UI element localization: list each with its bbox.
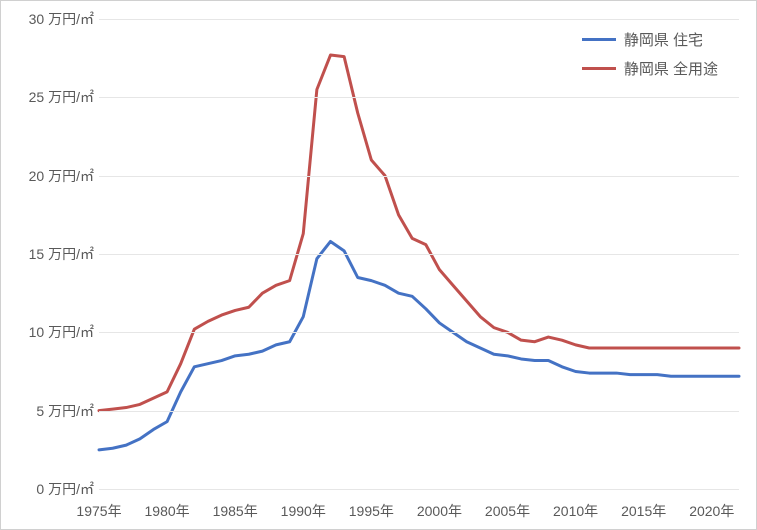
x-tick-label: 1995年 bbox=[349, 501, 394, 521]
x-tick-label: 1985年 bbox=[213, 501, 258, 521]
y-tick-label: 0 万円/㎡ bbox=[36, 479, 94, 499]
y-tick-label: 15 万円/㎡ bbox=[29, 244, 94, 264]
series-line-all_uses bbox=[99, 55, 739, 411]
y-tick-label: 20 万円/㎡ bbox=[29, 166, 94, 186]
x-tick-label: 2015年 bbox=[621, 501, 666, 521]
y-tick-label: 25 万円/㎡ bbox=[29, 87, 94, 107]
gridline bbox=[99, 332, 739, 333]
series-line-residential bbox=[99, 241, 739, 449]
legend-label: 静岡県 全用途 bbox=[624, 58, 718, 79]
gridline bbox=[99, 97, 739, 98]
gridline bbox=[99, 176, 739, 177]
y-tick-label: 5 万円/㎡ bbox=[36, 401, 94, 421]
legend: 静岡県 住宅 静岡県 全用途 bbox=[582, 29, 718, 87]
legend-label: 静岡県 住宅 bbox=[624, 29, 703, 50]
legend-swatch-all-uses bbox=[582, 67, 616, 70]
gridline bbox=[99, 19, 739, 20]
gridline bbox=[99, 254, 739, 255]
x-tick-label: 1980年 bbox=[145, 501, 190, 521]
x-tick-label: 2020年 bbox=[689, 501, 734, 521]
x-tick-label: 1990年 bbox=[281, 501, 326, 521]
line-chart: 静岡県 住宅 静岡県 全用途 0 万円/㎡ 5 万円/㎡ 10 万円/㎡ 15 万円/… bbox=[0, 0, 757, 530]
gridline bbox=[99, 489, 739, 490]
y-tick-label: 10 万円/㎡ bbox=[29, 322, 94, 342]
y-tick-label: 30 万円/㎡ bbox=[29, 9, 94, 29]
x-tick-label: 2010年 bbox=[553, 501, 598, 521]
x-tick-label: 1975年 bbox=[76, 501, 121, 521]
x-tick-label: 2000年 bbox=[417, 501, 462, 521]
legend-item-residential: 静岡県 住宅 bbox=[582, 29, 718, 50]
gridline bbox=[99, 411, 739, 412]
legend-item-all-uses: 静岡県 全用途 bbox=[582, 58, 718, 79]
legend-swatch-residential bbox=[582, 38, 616, 41]
plot-area bbox=[99, 19, 739, 489]
x-tick-label: 2005年 bbox=[485, 501, 530, 521]
